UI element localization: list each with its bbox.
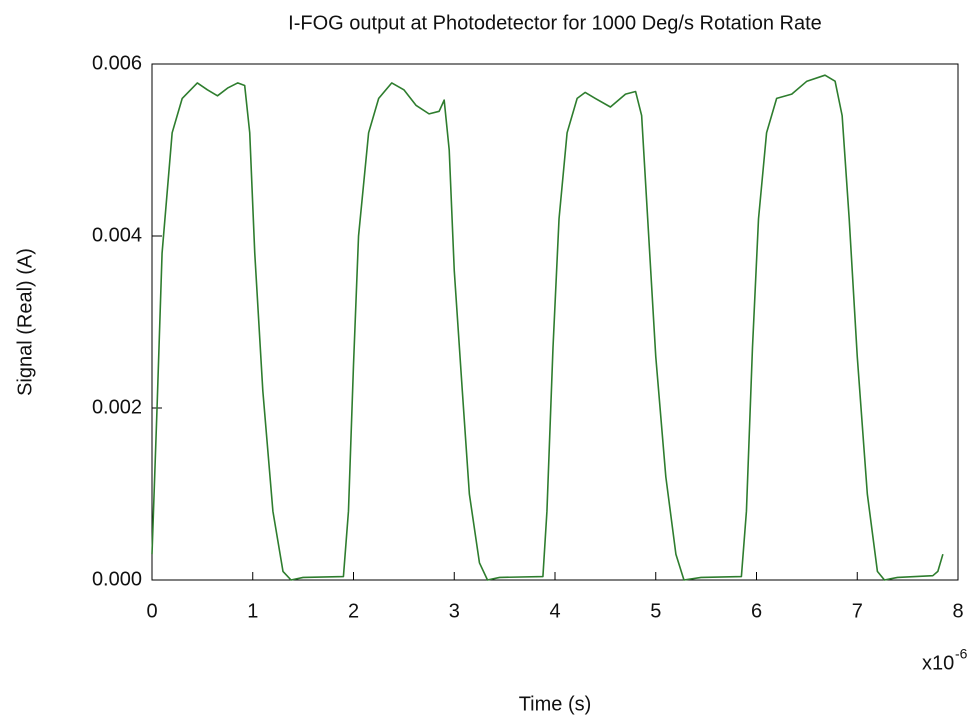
signal-line bbox=[151, 74, 944, 581]
x-tick-label: 7 bbox=[852, 600, 863, 622]
y-tick-label: 0.000 bbox=[92, 568, 142, 590]
x-tick-label: 5 bbox=[650, 600, 661, 622]
x-tick-label: 1 bbox=[247, 600, 258, 622]
y-tick-label: 0.002 bbox=[92, 396, 142, 418]
y-tick-label: 0.006 bbox=[92, 52, 142, 74]
x-tick-label: 0 bbox=[146, 600, 157, 622]
y-axis-label: Signal (Real) (A) bbox=[14, 248, 36, 396]
x-tick-label: 6 bbox=[751, 600, 762, 622]
x-axis-label: Time (s) bbox=[519, 693, 592, 715]
chart-title: I-FOG output at Photodetector for 1000 D… bbox=[288, 12, 822, 34]
x-tick-label: 3 bbox=[449, 600, 460, 622]
x-multiplier-exponent: -6 bbox=[955, 646, 968, 662]
x-multiplier: x10 bbox=[922, 652, 954, 674]
x-tick-label: 8 bbox=[952, 600, 963, 622]
x-tick-label: 4 bbox=[549, 600, 560, 622]
x-tick-label: 2 bbox=[348, 600, 359, 622]
y-tick-label: 0.004 bbox=[92, 224, 142, 246]
